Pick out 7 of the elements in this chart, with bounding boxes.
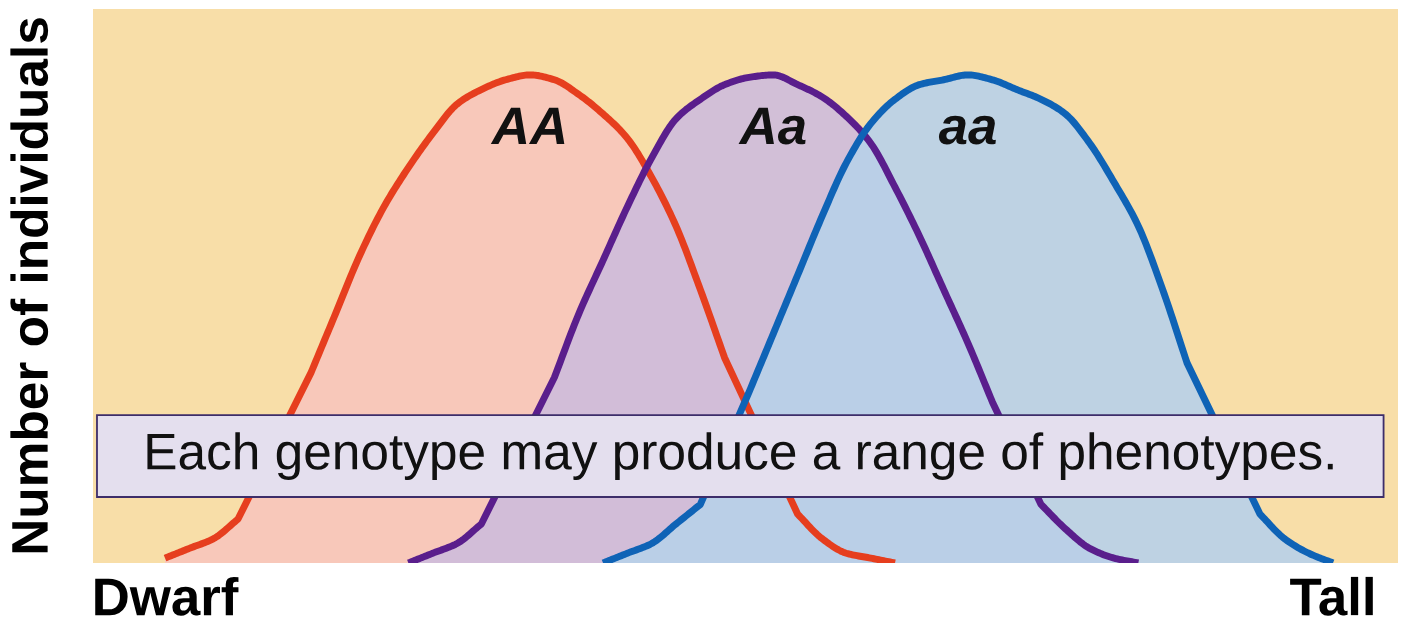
x-tick-label: Tall <box>1290 576 1373 616</box>
x-tick-label: Dwarf <box>95 576 239 616</box>
y-axis-title: Number of individuals <box>10 18 49 553</box>
series-label: Aa <box>738 107 806 145</box>
annotation: Each genotype may produce a range of phenotypes. <box>147 432 1333 481</box>
series-label: AA <box>490 107 565 145</box>
series-label: aa <box>938 115 996 145</box>
